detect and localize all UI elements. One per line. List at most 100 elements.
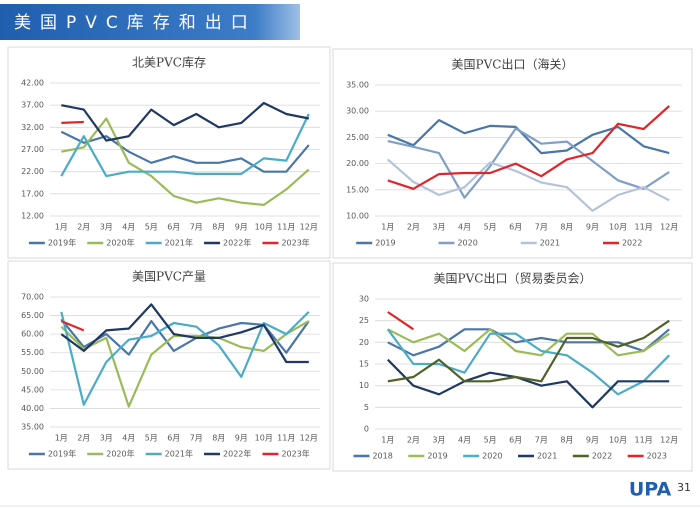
legend-label: 2020年: [106, 449, 134, 459]
y-tick-label: 55.00: [21, 348, 44, 357]
x-tick-label: 10月: [609, 223, 627, 232]
x-tick-label: 7月: [190, 434, 203, 443]
x-tick-label: 11月: [277, 223, 295, 232]
y-tick-label: 30: [359, 295, 369, 304]
x-tick-label: 3月: [100, 223, 113, 232]
y-tick-label: 60.00: [21, 330, 44, 339]
series-line: [60, 303, 309, 364]
x-tick-label: 8月: [560, 436, 573, 445]
x-tick-label: 1月: [55, 434, 68, 443]
x-tick-label: 2月: [407, 223, 420, 232]
y-tick-label: 50.00: [21, 367, 44, 376]
chart-title: 美国PVC出口（贸易委员会）: [434, 272, 592, 286]
series-line: [387, 119, 670, 155]
y-tick-label: 0: [364, 425, 369, 434]
y-tick-label: 22.00: [21, 167, 44, 176]
y-tick-label: 15.00: [346, 185, 369, 194]
chart-frame: [7, 260, 331, 470]
series-line: [387, 158, 670, 212]
x-tick-label: 3月: [100, 434, 113, 443]
y-tick-label: 37.00: [21, 101, 44, 110]
x-tick-label: 6月: [167, 223, 180, 232]
y-tick-label: 5: [364, 403, 369, 412]
series-line: [387, 328, 670, 357]
x-tick-label: 2月: [407, 436, 420, 445]
x-tick-label: 5月: [484, 436, 497, 445]
series-line: [387, 105, 670, 190]
legend-label: 2020: [482, 452, 502, 461]
x-tick-label: 9月: [586, 436, 599, 445]
chart-title: 美国PVC出口（海关）: [452, 57, 574, 72]
y-tick-label: 25.00: [346, 133, 369, 142]
legend-label: 2020年: [106, 238, 134, 248]
x-tick-label: 12月: [300, 434, 318, 443]
x-tick-label: 11月: [277, 434, 295, 443]
x-tick-label: 1月: [381, 436, 394, 445]
x-tick-label: 11月: [635, 223, 653, 232]
legend-label: 2022年: [223, 449, 251, 459]
legend-label: 2019年: [48, 449, 76, 459]
y-tick-label: 35.00: [21, 423, 44, 432]
legend-label: 2021: [540, 239, 560, 248]
x-tick-label: 12月: [660, 436, 678, 445]
y-tick-label: 10.00: [346, 212, 369, 221]
x-tick-label: 2月: [77, 434, 90, 443]
page-number: 31: [677, 481, 691, 494]
series-line: [61, 120, 84, 124]
x-tick-label: 5月: [145, 434, 158, 443]
x-tick-label: 7月: [190, 223, 203, 232]
legend-label: 2022年: [223, 238, 251, 248]
x-tick-label: 8月: [560, 223, 573, 232]
series-line: [60, 320, 85, 332]
y-tick-label: 40.00: [21, 404, 44, 413]
y-tick-label: 12.00: [21, 212, 44, 221]
series-line: [387, 328, 670, 357]
y-tick-label: 10: [359, 381, 369, 390]
series-line: [60, 113, 310, 178]
x-tick-label: 5月: [145, 223, 158, 232]
x-tick-label: 1月: [55, 223, 68, 232]
legend-label: 2023: [647, 452, 667, 461]
y-tick-label: 65.00: [21, 311, 44, 320]
y-tick-label: 20: [359, 338, 369, 347]
y-tick-label: 45.00: [21, 385, 44, 394]
legend-label: 2019年: [48, 238, 76, 248]
series-line: [387, 319, 670, 383]
y-tick-label: 30.00: [346, 107, 369, 116]
chart-title: 北美PVC库存: [132, 55, 206, 70]
series-line: [61, 117, 310, 206]
x-tick-label: 10月: [255, 223, 273, 232]
x-tick-label: 4月: [458, 223, 471, 232]
x-tick-label: 11月: [635, 436, 653, 445]
x-tick-label: 9月: [235, 223, 248, 232]
y-tick-label: 70.00: [21, 293, 44, 302]
y-tick-label: 25: [359, 316, 369, 325]
header-title: 美国PVC库存和出口: [14, 13, 257, 33]
x-tick-label: 3月: [432, 223, 445, 232]
x-tick-label: 10月: [255, 434, 273, 443]
legend-label: 2019: [427, 452, 447, 461]
y-tick-label: 20.00: [346, 159, 369, 168]
legend-label: 2021年: [165, 238, 193, 248]
series-line: [387, 311, 415, 331]
x-tick-label: 8月: [212, 223, 225, 232]
legend-label: 2023年: [281, 238, 309, 248]
x-tick-label: 7月: [535, 436, 548, 445]
series-line: [61, 101, 310, 142]
x-tick-label: 2月: [77, 223, 90, 232]
series-line: [386, 328, 670, 396]
x-tick-label: 9月: [586, 223, 599, 232]
x-tick-label: 7月: [535, 223, 548, 232]
legend-label: 2018: [372, 452, 392, 461]
x-tick-label: 1月: [381, 223, 394, 232]
series-line: [387, 358, 670, 409]
x-tick-label: 12月: [300, 223, 318, 232]
header-bar: [0, 4, 300, 40]
x-tick-label: 6月: [167, 434, 180, 443]
chart-frame: [332, 48, 693, 259]
x-tick-label: 4月: [458, 436, 471, 445]
x-tick-label: 4月: [122, 223, 135, 232]
legend-label: 2020: [457, 239, 477, 248]
legend-label: 2021: [537, 452, 557, 461]
